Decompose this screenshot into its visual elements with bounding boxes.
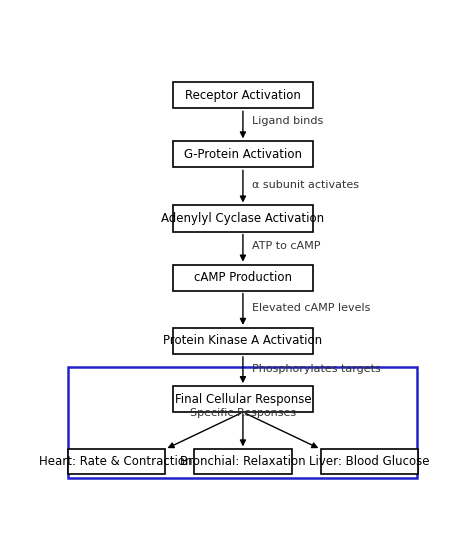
Bar [173,265,313,290]
Bar [321,449,419,474]
Text: Phosphorylates targets: Phosphorylates targets [252,364,381,374]
Text: Protein Kinase A Activation: Protein Kinase A Activation [164,334,322,347]
Bar [173,82,313,109]
Text: Final Cellular Response: Final Cellular Response [174,392,311,406]
Bar [173,206,313,232]
Text: Bronchial: Relaxation: Bronchial: Relaxation [180,455,306,468]
Text: Ligand binds: Ligand binds [252,117,323,127]
Bar [67,449,165,474]
Bar [173,141,313,168]
Text: Heart: Rate & Contraction: Heart: Rate & Contraction [39,455,193,468]
Bar [173,386,313,412]
Text: G-Protein Activation: G-Protein Activation [184,148,302,161]
Text: cAMP Production: cAMP Production [194,271,292,284]
Text: α subunit activates: α subunit activates [252,180,359,190]
Text: Elevated cAMP levels: Elevated cAMP levels [252,302,371,312]
Bar [194,449,292,474]
Text: ATP to cAMP: ATP to cAMP [252,241,320,252]
Text: Receptor Activation: Receptor Activation [185,89,301,102]
Bar [68,367,418,478]
Bar [173,328,313,354]
Text: Liver: Blood Glucose: Liver: Blood Glucose [310,455,430,468]
Text: Specific Responses: Specific Responses [190,408,296,418]
Text: Adenylyl Cyclase Activation: Adenylyl Cyclase Activation [161,212,325,225]
